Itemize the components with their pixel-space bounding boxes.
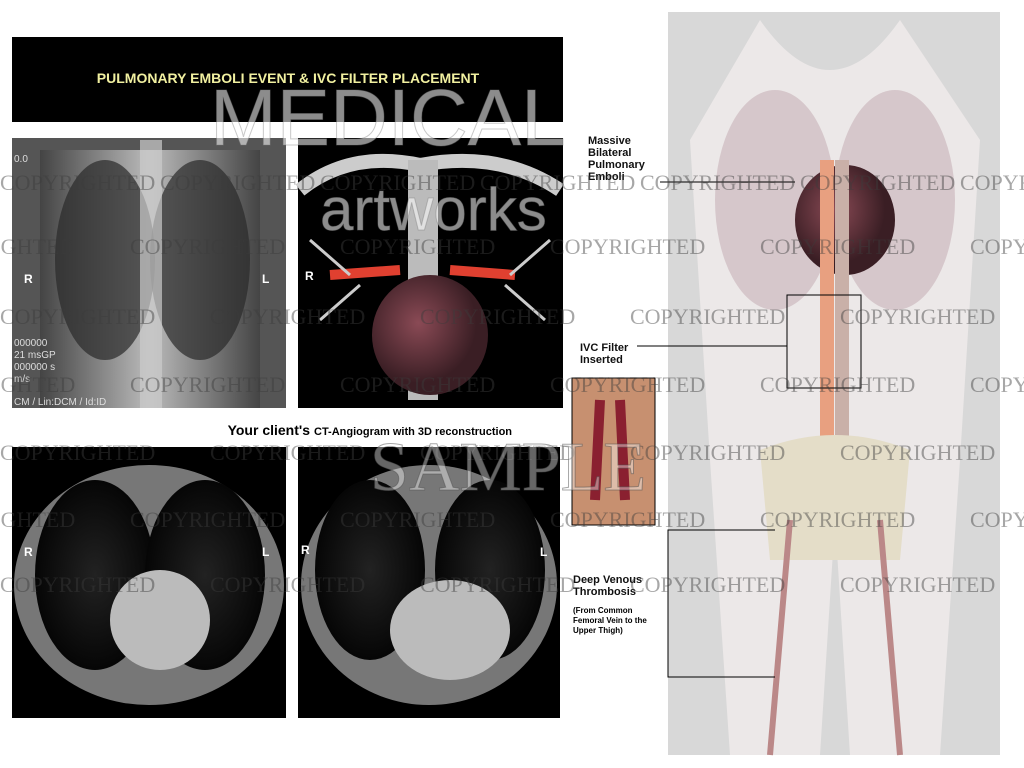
copyright-watermark: COPYRIGHTED <box>210 440 365 465</box>
copyright-watermark: COPYRIGHTED <box>0 170 155 195</box>
side-label: L <box>262 545 269 559</box>
title: PULMONARY EMBOLI EVENT & IVC FILTER PLAC… <box>97 70 480 86</box>
body-illustration <box>571 12 1000 756</box>
copyright-watermark: COPYRIGHTED <box>970 372 1024 397</box>
reconstruction-panel <box>295 138 564 408</box>
leader-line <box>667 529 775 678</box>
copyright-watermark: COPYRIGHTED <box>760 372 915 397</box>
side-label: R <box>24 272 33 286</box>
annotation: Massive <box>588 135 631 147</box>
copyright-watermark: COPYRIGHTED <box>420 572 575 597</box>
annotation-note: Femoral Vein to the <box>573 616 647 625</box>
xray-overlay-text: 0.0 <box>14 154 28 165</box>
ct-left-panel <box>12 447 286 718</box>
annotation: Emboli <box>588 171 625 183</box>
copyright-watermark: COPYRIGHTED <box>760 507 915 532</box>
side-label: L <box>540 545 547 559</box>
annotation-note: (From Common <box>573 606 633 615</box>
annotation: Bilateral <box>588 147 631 159</box>
copyright-watermark: COPYRIGHTED <box>840 304 995 329</box>
annotation-note: Upper Thigh) <box>573 626 623 635</box>
sample-watermark: SAMPLE <box>370 429 646 506</box>
copyright-watermark: COPYRIGHTED <box>130 234 285 259</box>
copyright-watermark: COPYRIGHTED <box>340 372 495 397</box>
brand-watermark: artworks <box>320 176 547 243</box>
copyright-watermark: COPYRIGHTED <box>550 507 705 532</box>
brand-watermark: MEDICAL <box>210 73 566 162</box>
copyright-watermark: COPYRIGHTED <box>210 304 365 329</box>
copyright-watermark: COPYRIGHTED <box>130 372 285 397</box>
copyright-watermark: COPYRIGHTED <box>130 507 285 532</box>
copyright-watermark: COPYRIGHTED <box>480 170 635 195</box>
copyright-watermark: COPYRIGHTED <box>630 572 785 597</box>
ct-right-panel <box>298 447 560 718</box>
xray-overlay-text: CM / Lin:DCM / Id:ID <box>14 397 106 408</box>
annotation: Deep Venous <box>573 574 642 586</box>
copyright-watermark: COPYRIGHTED <box>0 440 155 465</box>
copyright-watermark: COPYRIGHTED <box>0 572 155 597</box>
copyright-watermark: COPYRIGHTED <box>420 440 575 465</box>
caption-rest: CT-Angiogram with 3D reconstruction <box>314 426 512 438</box>
copyright-watermark: COPYRIGHTED <box>210 572 365 597</box>
xray-overlay-text: m/s <box>14 374 30 385</box>
copyright-watermark: COPYRIGHTED <box>550 372 705 397</box>
annotation: Inserted <box>580 354 623 366</box>
xray-overlay-text: 21 msGP <box>14 350 56 361</box>
side-label: L <box>262 272 269 286</box>
copyright-watermark: COPYRIGHTED <box>800 170 955 195</box>
copyright-watermark: COPYRIGHTED <box>960 170 1024 195</box>
copyright-watermark: COPYRIGHTED <box>320 170 475 195</box>
copyright-watermark: COPYRIGHTED <box>630 440 785 465</box>
copyright-watermark: COPYRIGHTED <box>160 170 315 195</box>
title-bar <box>12 37 563 122</box>
copyright-watermark: COPYRIGHTED <box>760 234 915 259</box>
copyright-watermark: COPYRIGHTED <box>420 304 575 329</box>
copyright-watermark: COPYRIGHTED <box>630 304 785 329</box>
copyright-watermark: COPYRIGHTED <box>340 507 495 532</box>
xray-overlay-text: 000000 <box>14 338 48 349</box>
copyright-watermark: COPYRIGHTED <box>970 507 1024 532</box>
copyright-watermark: COPYRIGHTED <box>0 234 75 259</box>
side-label: R <box>24 545 33 559</box>
copyright-watermark: COPYRIGHTED <box>550 234 705 259</box>
annotation: IVC Filter <box>580 342 629 354</box>
xray-overlay-text: 000000 s <box>14 362 55 373</box>
copyright-watermark: COPYRIGHTED <box>840 440 995 465</box>
copyright-watermark: COPYRIGHTED <box>0 304 155 329</box>
caption-lead: Your client's <box>228 422 311 438</box>
copyright-watermark: COPYRIGHTED <box>970 234 1024 259</box>
annotation: Thrombosis <box>573 586 636 598</box>
side-label: R <box>301 543 310 557</box>
copyright-watermark: COPYRIGHTED <box>0 372 75 397</box>
xray-panel <box>12 138 286 408</box>
copyright-watermark: COPYRIGHTED <box>840 572 995 597</box>
copyright-watermark: COPYRIGHTED <box>340 234 495 259</box>
side-label: R <box>305 269 314 283</box>
copyright-watermark: COPYRIGHTED <box>0 507 75 532</box>
annotation: Pulmonary <box>588 159 646 171</box>
copyright-watermark: COPYRIGHTED <box>640 170 795 195</box>
